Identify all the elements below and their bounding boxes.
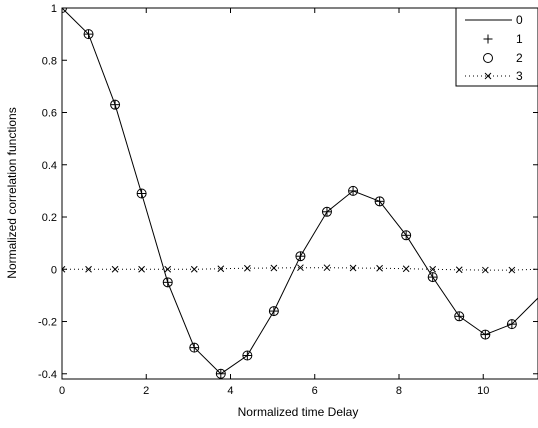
series-1-marker (163, 277, 173, 287)
series-3-marker (270, 264, 278, 272)
legend-label: 3 (516, 69, 523, 83)
series-3-marker (508, 266, 516, 274)
x-tick-label: 2 (143, 385, 149, 397)
legend: 0 1 2 3 (455, 7, 538, 87)
series-3-marker (402, 265, 410, 273)
legend-swatch-2 (483, 53, 493, 63)
series-1-marker (348, 186, 358, 196)
series-2-marker (268, 306, 279, 317)
series-1-marker (428, 272, 438, 282)
series-3-marker (429, 265, 437, 273)
x-tick-label: 8 (396, 385, 402, 397)
series-2-marker (136, 188, 147, 199)
y-tick-label: 0.8 (42, 55, 57, 67)
legend-label: 2 (516, 51, 523, 65)
series-2-marker (480, 329, 491, 340)
x-axis-ticks: 0 2 4 6 8 10 (59, 8, 489, 397)
series-3-marker (190, 265, 198, 273)
series-2-marker (83, 29, 94, 40)
legend-swatch-3-marker (484, 72, 492, 80)
series-2-marker (454, 311, 465, 322)
series-1-marker (242, 350, 252, 360)
series-3-marker (243, 264, 251, 272)
series-3-marker (138, 265, 145, 273)
series-1-marker (295, 251, 305, 261)
series-2-marker (189, 342, 200, 353)
series-3-marker (455, 266, 463, 274)
series-1-marker (216, 369, 226, 379)
series-3-marker (349, 264, 357, 272)
legend-swatch-1 (483, 34, 493, 44)
x-tick-label: 10 (477, 385, 489, 397)
series-3-marker (297, 264, 304, 272)
x-tick-label: 4 (227, 385, 233, 397)
series-3-marker (481, 266, 489, 274)
series-2-marker (427, 272, 438, 283)
y-tick-label: 0.6 (42, 108, 57, 120)
series-1-marker (110, 100, 120, 110)
series-3-marker (62, 265, 66, 273)
series-2-marker (242, 350, 253, 361)
series-2-marker (348, 185, 359, 196)
series-3-marker (164, 265, 172, 273)
series-1-marker (401, 230, 411, 240)
series-3-marker (111, 265, 119, 273)
y-tick-label: 1 (51, 3, 57, 15)
series-2-marker (110, 99, 121, 110)
series-3-marker (85, 265, 92, 273)
series-2-marker (162, 277, 173, 288)
series-2-marker (295, 251, 306, 262)
series-2-marker (506, 319, 517, 330)
series-1-marker (137, 189, 147, 198)
series-1-marker (189, 343, 199, 353)
series-1-marker (84, 29, 94, 39)
series-layer (62, 8, 538, 379)
series-1-marker (269, 306, 279, 316)
series-2-marker (215, 368, 226, 379)
series-1-marker (480, 330, 490, 340)
series-2-marker (374, 196, 385, 207)
y-tick-label: 0.4 (42, 160, 57, 172)
x-tick-label: 0 (59, 385, 65, 397)
series-3-marker (323, 264, 331, 272)
y-tick-label: 0.2 (42, 212, 57, 224)
series-2-marker (321, 206, 332, 217)
y-tick-label: -0.4 (38, 369, 57, 381)
series-3-marker (217, 265, 225, 273)
series-1-marker (375, 196, 385, 206)
y-axis-label: Normalized correlation functions (5, 107, 19, 278)
series-3-marker (376, 264, 383, 272)
series-2-marker (401, 230, 412, 241)
y-tick-label: 0 (51, 264, 57, 276)
y-axis-ticks: -0.4 -0.2 0 0.2 0.4 0.6 0.8 1 (38, 3, 538, 381)
legend-label: 0 (516, 13, 523, 27)
legend-box (455, 7, 538, 87)
y-tick-label: -0.2 (38, 317, 57, 329)
series-1-marker (454, 311, 464, 321)
legend-label: 1 (516, 32, 523, 46)
series-1-marker (507, 319, 517, 329)
x-axis-label: Normalized time Delay (238, 405, 359, 419)
series-1-marker (322, 207, 332, 217)
x-tick-label: 6 (312, 385, 318, 397)
